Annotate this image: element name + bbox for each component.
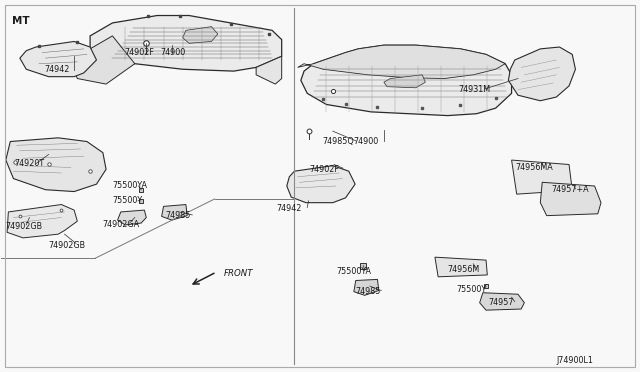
Text: 75500YA: 75500YA [336,267,371,276]
Polygon shape [182,27,218,43]
Text: 74920T: 74920T [15,159,45,168]
Text: 74900: 74900 [161,48,186,57]
Text: 75500Y: 75500Y [113,196,143,205]
Text: 74902GB: 74902GB [6,222,43,231]
Polygon shape [540,182,601,216]
Text: FRONT: FRONT [224,269,253,278]
Text: 74957+A: 74957+A [551,185,589,194]
Text: 74985Q: 74985Q [322,137,354,146]
Polygon shape [508,47,575,101]
Polygon shape [118,210,147,225]
Text: MT: MT [12,16,30,26]
Polygon shape [384,75,426,88]
Text: 74902GA: 74902GA [103,221,140,230]
Polygon shape [6,138,106,192]
Polygon shape [287,166,355,203]
Polygon shape [162,205,187,220]
Text: 74942: 74942 [276,204,302,213]
Text: 74902F: 74902F [124,48,154,57]
Text: 74902F: 74902F [310,165,340,174]
Polygon shape [71,36,135,84]
Polygon shape [90,16,282,71]
Text: 74957: 74957 [488,298,513,307]
Text: 74900: 74900 [354,137,379,146]
Text: 74985: 74985 [166,211,191,220]
Polygon shape [511,160,572,194]
Text: 74942: 74942 [44,65,70,74]
Polygon shape [435,257,487,277]
Text: 75500YA: 75500YA [113,182,147,190]
Text: 75500Y: 75500Y [457,285,487,294]
Polygon shape [479,293,524,310]
Polygon shape [298,45,505,78]
Text: 74985: 74985 [356,287,381,296]
Text: 74902GB: 74902GB [49,241,86,250]
Text: 74956MA: 74956MA [515,163,553,172]
Text: J74900L1: J74900L1 [556,356,593,365]
Polygon shape [256,56,282,84]
Text: 74956M: 74956M [448,265,480,274]
Polygon shape [354,279,379,295]
Text: 74931M: 74931M [458,85,490,94]
Polygon shape [301,45,511,116]
Polygon shape [20,41,97,77]
Polygon shape [7,205,77,238]
